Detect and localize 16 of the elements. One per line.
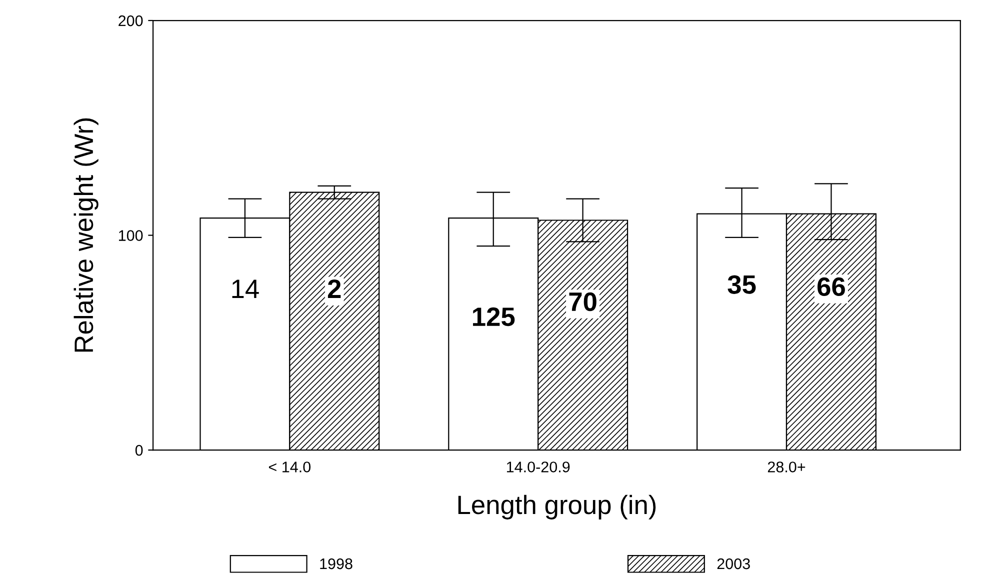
annotation: 35 xyxy=(728,275,756,294)
x-tick-label: 14.0-20.9 xyxy=(506,462,570,472)
annotation: 2 xyxy=(328,280,341,298)
annotation: 14 xyxy=(232,280,259,298)
y-tick-label: 200 xyxy=(118,15,143,26)
y-tick-label: 100 xyxy=(118,230,143,241)
legend-label: 2003 xyxy=(717,558,750,570)
annotation: 125 xyxy=(473,307,515,326)
y-tick-label: 0 xyxy=(135,444,143,456)
x-axis-title: Length group (in) xyxy=(458,494,656,520)
annotation: 66 xyxy=(818,277,845,296)
legend-label: 1998 xyxy=(320,558,352,570)
x-tick-label: < 14.0 xyxy=(268,462,311,472)
x-tick-label: 28.0+ xyxy=(768,462,806,472)
y-axis-title: Relative weight (Wr) xyxy=(74,118,98,352)
annotation: 70 xyxy=(569,292,596,312)
